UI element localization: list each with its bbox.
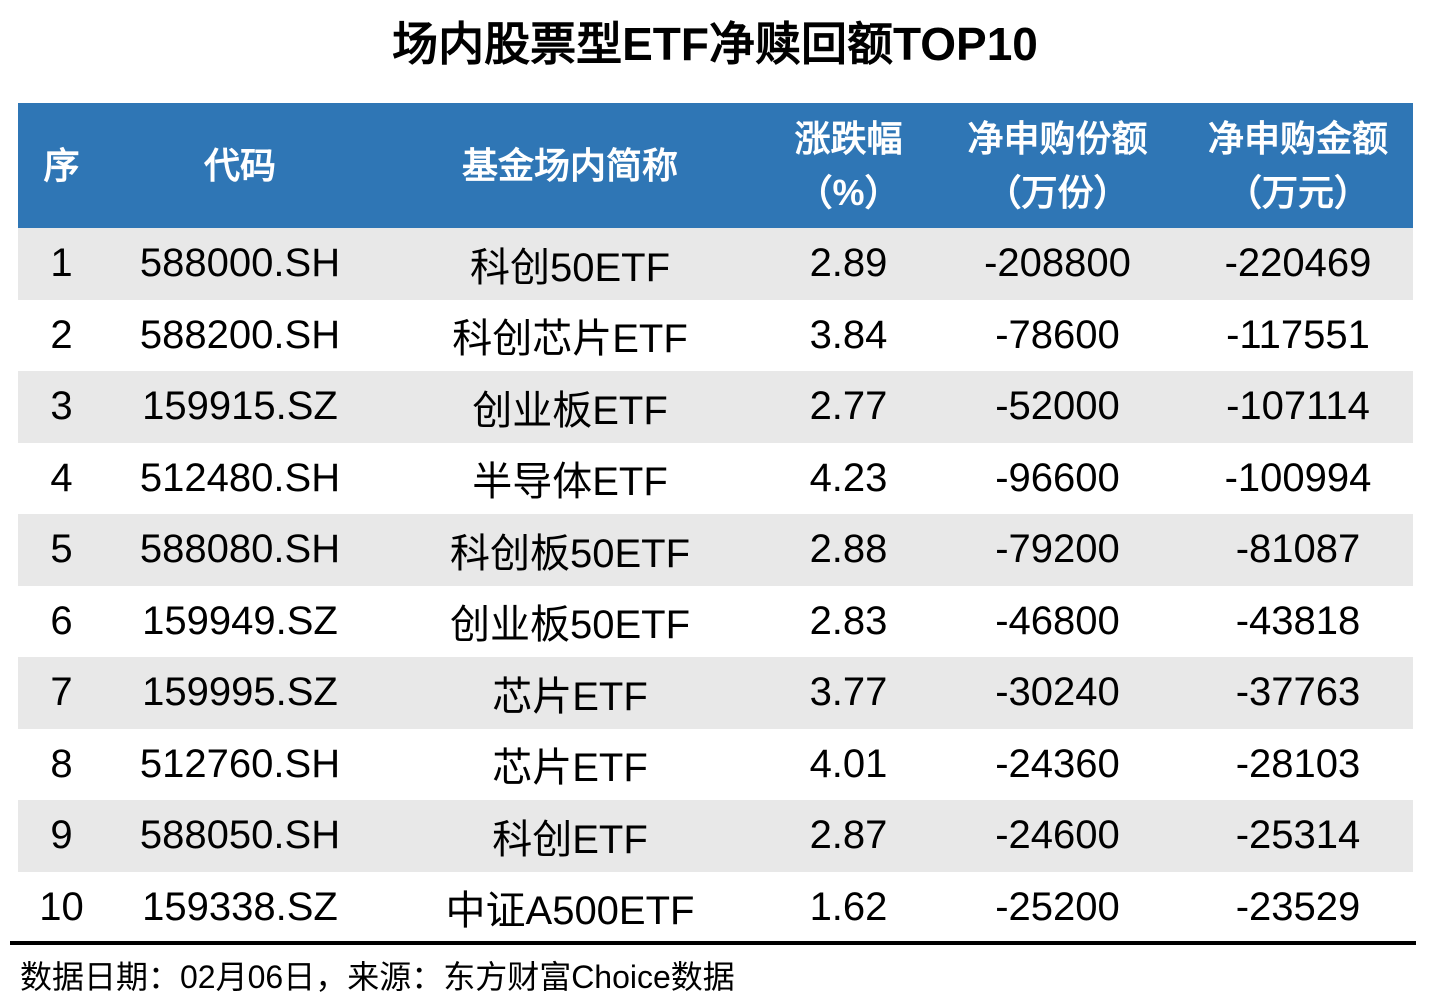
- cell-change-pct: 4.01: [809, 741, 888, 786]
- cell-fund-name: 芯片ETF: [492, 674, 648, 719]
- cell-change-pct: 2.83: [809, 598, 888, 643]
- cell-net-shares: -52000: [995, 384, 1120, 429]
- cell-net-shares: -78600: [995, 312, 1120, 357]
- cell-net-amount: -107114: [1226, 384, 1370, 429]
- cell-net-amount: -100994: [1224, 455, 1372, 500]
- page-title: 场内股票型ETF净赎回额TOP10: [392, 18, 1038, 70]
- cell-code: 159338.SZ: [142, 884, 338, 929]
- cell-fund-name: 科创芯片ETF: [452, 317, 688, 362]
- column-header-label: 序: [43, 144, 80, 186]
- column-header-sublabel: （万元）: [1225, 171, 1370, 213]
- cell-code: 588000.SH: [139, 241, 341, 286]
- column-header-label: 净申购金额: [1207, 117, 1388, 159]
- cell-rank: 2: [50, 312, 73, 357]
- cell-change-pct: 2.77: [809, 384, 888, 429]
- cell-net-shares: -25200: [995, 884, 1120, 929]
- cell-net-shares: -46800: [995, 598, 1120, 643]
- cell-code: 159995.SZ: [142, 670, 338, 715]
- table-row: 4 512480.SH 半导体ETF 4.23 -96600 -100994: [18, 442, 1413, 514]
- column-header-sublabel: （%）: [796, 171, 901, 213]
- table-row: 5 588080.SH 科创板50ETF 2.88 -79200 -81087: [18, 514, 1413, 586]
- cell-net-amount: -37763: [1235, 670, 1361, 715]
- cell-net-amount: -28103: [1235, 741, 1361, 786]
- column-header-label: 代码: [203, 144, 276, 186]
- cell-rank: 3: [50, 384, 73, 429]
- table-row: 9 588050.SH 科创ETF 2.87 -24600 -25314: [18, 800, 1413, 872]
- cell-code: 512760.SH: [139, 741, 341, 786]
- column-header-label: 净申购份额: [967, 117, 1148, 159]
- column-header-change-pct: 涨跌幅 （%）: [765, 103, 932, 228]
- cell-change-pct: 3.77: [809, 670, 888, 715]
- column-header-rank: 序: [18, 103, 105, 228]
- cell-net-shares: -208800: [984, 241, 1131, 286]
- cell-rank: 1: [50, 241, 73, 286]
- cell-change-pct: 2.88: [809, 527, 888, 572]
- table-row: 8 512760.SH 芯片ETF 4.01 -24360 -28103: [18, 728, 1413, 800]
- cell-change-pct: 3.84: [809, 312, 888, 357]
- cell-change-pct: 2.87: [809, 813, 888, 858]
- cell-fund-name: 创业板ETF: [472, 388, 668, 433]
- cell-change-pct: 4.23: [809, 455, 888, 500]
- cell-net-amount: -81087: [1235, 527, 1361, 572]
- column-header-code: 代码: [105, 103, 375, 228]
- cell-rank: 4: [50, 455, 73, 500]
- cell-net-amount: -117551: [1226, 312, 1370, 357]
- cell-code: 512480.SH: [139, 455, 341, 500]
- cell-net-shares: -79200: [995, 527, 1120, 572]
- column-header-net-subscription-amount: 净申购金额 （万元）: [1183, 103, 1413, 228]
- etf-redemption-table: 序 代码 基金场内简称 涨跌幅 （%） 净申购份额 （万份）: [18, 103, 1413, 943]
- cell-fund-name: 芯片ETF: [492, 746, 648, 791]
- cell-net-amount: -23529: [1235, 884, 1361, 929]
- cell-fund-name: 科创ETF: [492, 817, 648, 862]
- cell-fund-name: 科创50ETF: [469, 245, 671, 290]
- cell-net-shares: -24600: [995, 813, 1120, 858]
- cell-rank: 5: [50, 527, 73, 572]
- cell-net-shares: -96600: [995, 455, 1120, 500]
- cell-fund-name: 科创板50ETF: [449, 531, 691, 576]
- table-row: 2 588200.SH 科创芯片ETF 3.84 -78600 -117551: [18, 299, 1413, 371]
- column-header-fund-name: 基金场内简称: [375, 103, 765, 228]
- table-row: 7 159995.SZ 芯片ETF 3.77 -30240 -37763: [18, 657, 1413, 729]
- cell-fund-name: 半导体ETF: [472, 460, 668, 505]
- table-row: 10 159338.SZ 中证A500ETF 1.62 -25200 -2352…: [18, 871, 1413, 943]
- cell-net-amount: -220469: [1224, 241, 1372, 286]
- cell-net-amount: -25314: [1235, 813, 1361, 858]
- data-source-note: 数据日期：02月06日，来源：东方财富Choice数据: [20, 959, 735, 995]
- cell-net-shares: -30240: [995, 670, 1120, 715]
- cell-code: 588200.SH: [139, 312, 341, 357]
- column-header-label: 基金场内简称: [461, 144, 678, 186]
- cell-fund-name: 创业板50ETF: [449, 603, 691, 648]
- table-row: 3 159915.SZ 创业板ETF 2.77 -52000 -107114: [18, 371, 1413, 443]
- cell-rank: 7: [50, 670, 73, 715]
- footer-divider: [10, 941, 1416, 945]
- cell-net-amount: -43818: [1235, 598, 1361, 643]
- cell-fund-name: 中证A500ETF: [445, 889, 695, 934]
- table-row: 1 588000.SH 科创50ETF 2.89 -208800 -220469: [18, 228, 1413, 300]
- cell-net-shares: -24360: [995, 741, 1120, 786]
- cell-rank: 6: [50, 598, 73, 643]
- cell-rank: 9: [50, 813, 73, 858]
- cell-change-pct: 2.89: [809, 241, 888, 286]
- cell-code: 159915.SZ: [142, 384, 338, 429]
- cell-rank: 10: [39, 884, 84, 929]
- cell-code: 588050.SH: [139, 813, 341, 858]
- cell-change-pct: 1.62: [809, 884, 888, 929]
- cell-code: 588080.SH: [139, 527, 341, 572]
- column-header-label: 涨跌幅: [794, 117, 903, 159]
- table-row: 6 159949.SZ 创业板50ETF 2.83 -46800 -43818: [18, 585, 1413, 657]
- cell-rank: 8: [50, 741, 73, 786]
- column-header-net-subscription-shares: 净申购份额 （万份）: [932, 103, 1183, 228]
- cell-code: 159949.SZ: [142, 598, 338, 643]
- table-header-row: 序 代码 基金场内简称 涨跌幅 （%） 净申购份额 （万份）: [18, 103, 1413, 228]
- column-header-sublabel: （万份）: [985, 171, 1130, 213]
